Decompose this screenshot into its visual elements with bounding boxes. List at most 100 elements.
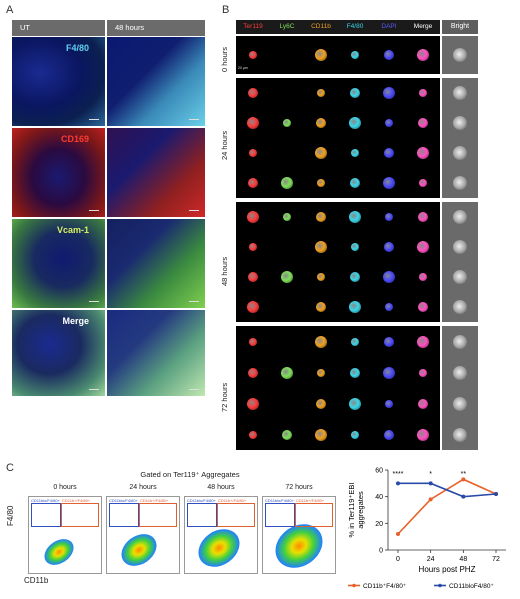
cell-blob: [384, 50, 394, 60]
cell-blob: [419, 368, 427, 377]
cell-blob: [385, 213, 393, 221]
flow-plot-title: 24 hours: [129, 484, 157, 491]
brightfield-cell: [453, 334, 467, 349]
cell-blob: [351, 430, 359, 439]
tile-vcam-48h: [107, 219, 205, 308]
time-label-24h: 24 hours: [220, 130, 229, 160]
cell-blob: [317, 179, 325, 187]
cell-blob: [316, 212, 326, 222]
x-axis-label: Hours post PHZ: [419, 565, 476, 574]
block-72h: [236, 326, 440, 450]
gate-label-left: CD11blo/F4/80+: [187, 498, 216, 503]
cell-blob: [418, 302, 428, 312]
cell-blob: [247, 211, 259, 223]
cell-blob: [282, 429, 292, 440]
legend-label: CD11b⁺F4/80⁺: [363, 583, 407, 590]
series-line: [398, 482, 497, 498]
time-label-0h: 0 hours: [220, 46, 229, 72]
row-label-cd169: CD169: [60, 134, 89, 144]
cell-blob: [315, 428, 327, 441]
cell-blob: [383, 87, 395, 99]
brightfield-cell: [453, 86, 467, 100]
cell-blob: [249, 51, 257, 59]
cell-blob: [249, 430, 257, 439]
series-point: [461, 494, 466, 499]
cell-blob: [249, 243, 257, 251]
cell-blob: [417, 241, 429, 253]
flow-plot: [28, 496, 102, 574]
series-point: [428, 481, 433, 486]
cell-blob: [384, 242, 394, 252]
cell-blob: [317, 368, 325, 377]
x-tick-label: 72: [492, 556, 500, 563]
cell-blob: [247, 117, 259, 129]
brightfield-cell: [453, 176, 467, 190]
gate-label-right: CD11b+/F4/80+: [218, 498, 247, 503]
y-axis-label: % in Ter119⁺EBI: [347, 483, 356, 538]
cell-blob: [349, 211, 361, 223]
cell-blob: [418, 398, 428, 409]
line-chart: 0 20 40 60 0 24 48 72 Hours post PHZ % in Ter119⁺…: [340, 462, 516, 594]
x-tick-label: 48: [459, 556, 467, 563]
scale-bar: [89, 210, 99, 211]
tile-cd169-ut: CD169: [12, 128, 105, 217]
gate-label-left: CD11blo/F4/80+: [31, 498, 60, 503]
flow-plot-title: 72 hours: [285, 484, 313, 491]
time-label-72h: 72 hours: [220, 382, 229, 412]
cell-blob: [419, 89, 427, 97]
cell-blob: [418, 118, 428, 128]
cell-blob: [316, 398, 326, 409]
cell-blob: [350, 272, 360, 282]
cell-blob: [248, 367, 258, 378]
block-0h: [236, 36, 440, 74]
brightfield-cell: [453, 48, 467, 62]
panel-b-grid: Ter119 Ly6C CD11b F4/80 DAPI Merge Brigh…: [220, 20, 515, 450]
gate-label-right: CD11b+/F4/80+: [62, 498, 91, 503]
cell-blob: [419, 179, 427, 187]
row-label-vcam: Vcam-1: [56, 225, 89, 235]
line-chart-svg: 0 20 40 60 0 24 48 72 Hours post PHZ % in Ter119⁺…: [347, 468, 506, 590]
scale-bar: [189, 210, 199, 211]
cell-blob: [315, 241, 327, 253]
series-point: [494, 492, 498, 496]
b-scale-text: 20 µm: [238, 66, 248, 70]
brightfield-cell: [453, 146, 467, 160]
cell-blob: [418, 212, 428, 222]
cell-blob: [281, 177, 293, 189]
significance-annotation: ****: [393, 471, 404, 478]
cell-blob: [351, 243, 359, 251]
cell-blob: [249, 337, 257, 346]
flow-plots: F4/80 CD11b 0 hours CD11blo/F4/80+ CD11b+/…: [6, 484, 336, 594]
significance-annotation: *: [429, 471, 432, 478]
legend-marker: [352, 583, 356, 588]
cell-blob: [383, 271, 395, 283]
y-axis-label: aggregates: [356, 491, 365, 529]
cell-blob: [383, 177, 395, 189]
col-header-48h: 48 hours: [107, 20, 205, 36]
cell-blob: [417, 428, 429, 441]
ch-cd11b: CD11b: [304, 20, 338, 34]
flow-plot: [262, 496, 336, 574]
cell-blob: [384, 148, 394, 158]
panel-a-letter: A: [6, 4, 14, 16]
cell-blob: [247, 301, 259, 313]
cell-blob: [383, 366, 395, 379]
cell-blob: [249, 149, 257, 157]
flow-plot: [106, 496, 180, 574]
legend-marker: [438, 583, 442, 588]
ch-ter119: Ter119: [236, 20, 270, 34]
gate-label-right: CD11b+/F4/80+: [296, 498, 325, 503]
x-tick-label: 0: [396, 556, 400, 563]
series-line: [397, 478, 497, 535]
brightfield-cell: [453, 116, 467, 130]
scale-bar: [189, 389, 199, 390]
flow-plot-title: 0 hours: [53, 484, 77, 491]
tile-vcam-ut: Vcam-1: [12, 219, 105, 308]
brightfield-cell: [453, 240, 467, 254]
cell-blob: [349, 117, 361, 129]
cell-blob: [417, 147, 429, 159]
brightfield-cell: [453, 210, 467, 224]
cell-blob: [317, 273, 325, 281]
row-label-merge: Merge: [62, 316, 89, 326]
ch-merge: Merge: [406, 20, 440, 34]
